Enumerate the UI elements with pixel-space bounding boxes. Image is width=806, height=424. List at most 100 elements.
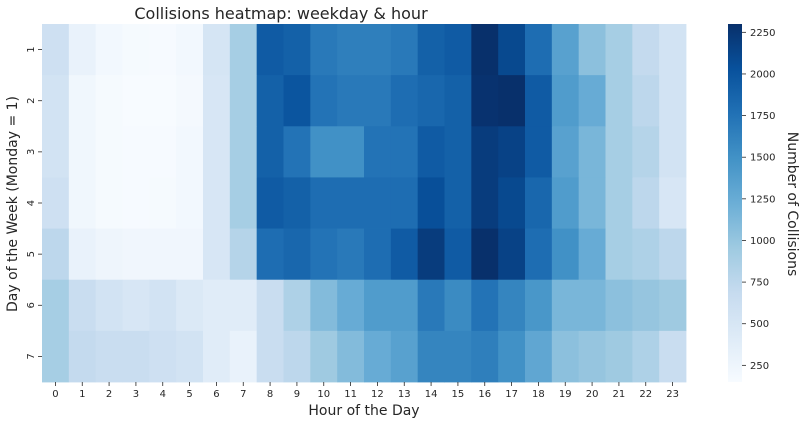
heatmap-cell-day-2-hour-18: [525, 75, 553, 127]
heatmap-cell-day-7-hour-7: [229, 330, 258, 383]
heatmap-cell-day-1-hour-1: [68, 24, 97, 76]
heatmap-cell-day-4-hour-4: [149, 177, 177, 229]
heatmap-cell-day-7-hour-18: [525, 330, 553, 383]
heatmap-cell-day-5-hour-4: [149, 228, 177, 281]
heatmap-cell-day-2-hour-0: [42, 75, 70, 127]
heatmap-cell-day-1-hour-15: [444, 24, 472, 76]
heatmap-cell-day-6-hour-0: [42, 279, 70, 332]
heatmap-cell-day-7-hour-22: [632, 330, 660, 383]
heatmap-cell-day-7-hour-1: [68, 330, 97, 383]
heatmap-cell-day-5-hour-21: [605, 228, 633, 281]
heatmap-cell-day-6-hour-6: [203, 279, 231, 332]
heatmap-cell-day-4-hour-20: [578, 177, 606, 229]
heatmap-cell-day-7-hour-11: [337, 330, 365, 383]
heatmap-cell-day-3-hour-8: [256, 126, 284, 178]
heatmap-cell-day-3-hour-9: [283, 126, 311, 178]
y-tick-label: 1: [26, 46, 37, 52]
heatmap-cell-day-7-hour-19: [551, 330, 580, 383]
heatmap-cell-day-5-hour-19: [551, 228, 580, 281]
heatmap-cell-day-2-hour-19: [551, 75, 580, 127]
heatmap-cell-day-7-hour-12: [364, 330, 392, 383]
colorbar-tick-label: 1000: [750, 236, 775, 247]
x-tick-label: 2: [106, 389, 112, 400]
heatmap-cell-day-7-hour-6: [203, 330, 231, 383]
heatmap-cell-day-7-hour-4: [149, 330, 177, 383]
heatmap-cell-day-1-hour-3: [122, 24, 150, 76]
heatmap-cell-day-1-hour-5: [176, 24, 204, 76]
heatmap-cell-day-3-hour-0: [42, 126, 70, 178]
x-tick-label: 19: [559, 389, 572, 400]
heatmap-cell-day-2-hour-3: [122, 75, 150, 127]
heatmap-cell-day-3-hour-10: [310, 126, 338, 178]
colorbar-tick-label: 2000: [750, 69, 775, 80]
heatmap-cell-day-5-hour-16: [471, 228, 499, 281]
heatmap-cell-day-7-hour-15: [444, 330, 472, 383]
heatmap-cell-day-5-hour-14: [417, 228, 445, 281]
heatmap-cell-day-6-hour-12: [364, 279, 392, 332]
heatmap-cell-day-4-hour-15: [444, 177, 472, 229]
x-tick-label: 8: [267, 389, 273, 400]
colorbar-tick-label: 750: [750, 278, 769, 289]
heatmap-cell-day-3-hour-3: [122, 126, 150, 178]
heatmap-cell-day-4-hour-2: [95, 177, 123, 229]
heatmap-cell-day-1-hour-2: [95, 24, 123, 76]
heatmap-cell-day-7-hour-2: [95, 330, 123, 383]
heatmap-cell-day-4-hour-14: [417, 177, 445, 229]
colorbar-tick-label: 500: [750, 319, 769, 330]
heatmap-cell-day-4-hour-12: [364, 177, 392, 229]
heatmap-cell-day-5-hour-8: [256, 228, 284, 281]
heatmap-cell-day-6-hour-15: [444, 279, 472, 332]
heatmap-cell-day-7-hour-17: [498, 330, 526, 383]
heatmap-cell-day-5-hour-18: [525, 228, 553, 281]
heatmap-cell-day-6-hour-7: [229, 279, 258, 332]
colorbar-tick-label: 250: [750, 361, 769, 372]
heatmap-cell-day-2-hour-14: [417, 75, 445, 127]
heatmap-cell-day-1-hour-6: [203, 24, 231, 76]
heatmap-cell-day-4-hour-6: [203, 177, 231, 229]
heatmap-cell-day-3-hour-4: [149, 126, 177, 178]
heatmap-cell-day-5-hour-13: [390, 228, 419, 281]
x-tick-label: 14: [425, 389, 438, 400]
heatmap-cell-day-4-hour-19: [551, 177, 580, 229]
heatmap-cell-day-6-hour-1: [68, 279, 97, 332]
heatmap-cell-day-3-hour-23: [659, 126, 687, 178]
y-tick-label: 7: [26, 353, 37, 359]
heatmap-cell-day-4-hour-17: [498, 177, 526, 229]
heatmap-cell-day-5-hour-10: [310, 228, 338, 281]
heatmap-cell-day-5-hour-23: [659, 228, 687, 281]
x-tick-label: 23: [666, 389, 679, 400]
heatmap-cell-day-5-hour-0: [42, 228, 70, 281]
heatmap-cell-day-1-hour-9: [283, 24, 311, 76]
y-tick-label: 4: [26, 200, 37, 206]
y-tick-label: 2: [26, 98, 37, 104]
heatmap-cell-day-2-hour-12: [364, 75, 392, 127]
heatmap-cell-day-4-hour-21: [605, 177, 633, 229]
heatmap-cell-day-2-hour-13: [390, 75, 419, 127]
heatmap-cell-day-1-hour-21: [605, 24, 633, 76]
heatmap-cell-day-3-hour-22: [632, 126, 660, 178]
x-tick-label: 6: [213, 389, 219, 400]
x-tick-label: 13: [398, 389, 411, 400]
heatmap-cell-day-4-hour-23: [659, 177, 687, 229]
x-tick-label: 10: [317, 389, 330, 400]
heatmap-cell-day-6-hour-14: [417, 279, 445, 332]
heatmap-cell-day-3-hour-14: [417, 126, 445, 178]
x-tick-labels: 0 1 2 3 4 5 6 7 8 9 10 11 12 13 14 15 16 17 18 19 20 21 22 23: [52, 382, 679, 400]
heatmap-cell-day-5-hour-11: [337, 228, 365, 281]
heatmap-cell-day-5-hour-1: [68, 228, 97, 281]
heatmap-cell-day-4-hour-7: [229, 177, 258, 229]
x-tick-label: 11: [344, 389, 357, 400]
heatmap-cell-day-3-hour-12: [364, 126, 392, 178]
heatmap-cell-day-3-hour-20: [578, 126, 606, 178]
heatmap-cell-day-5-hour-22: [632, 228, 660, 281]
heatmap-cell-day-4-hour-0: [42, 177, 70, 229]
heatmap-cell-day-5-hour-5: [176, 228, 204, 281]
heatmap-cell-day-6-hour-8: [256, 279, 284, 332]
heatmap-cell-day-6-hour-16: [471, 279, 499, 332]
y-tick-label: 3: [26, 149, 37, 155]
x-tick-label: 18: [532, 389, 545, 400]
heatmap-cell-day-3-hour-15: [444, 126, 472, 178]
heatmap-cell-day-2-hour-17: [498, 75, 526, 127]
heatmap-cell-day-3-hour-17: [498, 126, 526, 178]
